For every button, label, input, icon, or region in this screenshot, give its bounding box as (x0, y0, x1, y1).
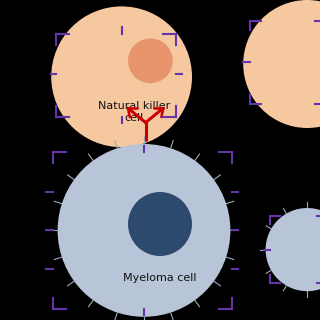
Text: Myeloma cell: Myeloma cell (123, 273, 197, 284)
Circle shape (266, 208, 320, 291)
Circle shape (128, 38, 173, 83)
Text: Natural killer
cell: Natural killer cell (98, 101, 171, 123)
Circle shape (243, 0, 320, 128)
Circle shape (51, 6, 192, 147)
Circle shape (128, 192, 192, 256)
Circle shape (58, 144, 230, 317)
